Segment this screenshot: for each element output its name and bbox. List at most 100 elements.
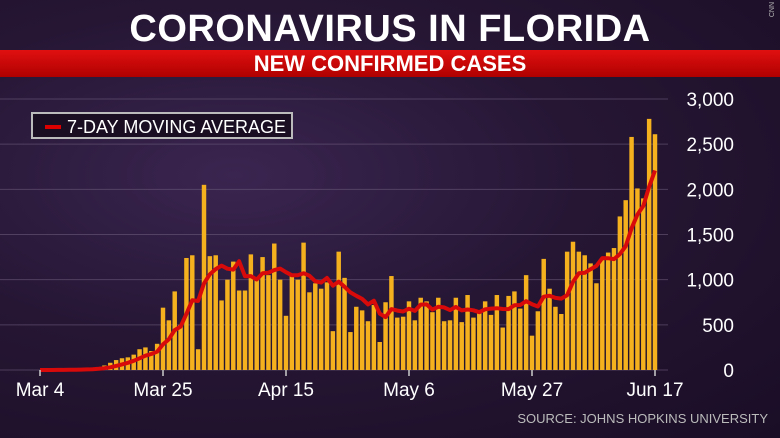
bar (406, 301, 412, 370)
bar (283, 315, 289, 370)
bar (412, 320, 418, 370)
x-axis-ticks: Mar 4 Mar 25 Apr 15 May 6 May 27 Jun 17 (16, 370, 684, 401)
y-tick-label: 3,000 (686, 90, 734, 111)
bar (395, 317, 400, 370)
bar (143, 347, 148, 370)
x-tick-label: May 27 (501, 380, 563, 401)
bar (195, 349, 201, 370)
bar (576, 251, 582, 370)
bar (354, 306, 359, 370)
bar (301, 242, 306, 370)
bars (49, 118, 658, 370)
bar (453, 297, 459, 370)
x-tick-label: May 6 (383, 380, 435, 401)
x-tick-label: Mar 4 (16, 380, 65, 401)
bar (254, 279, 259, 370)
source-credit: SOURCE: JOHNS HOPKINS UNIVERSITY (517, 411, 768, 426)
y-tick-label: 2,000 (686, 180, 734, 201)
bar (348, 332, 353, 370)
legend-label: 7-DAY MOVING AVERAGE (67, 117, 287, 137)
bar (277, 279, 283, 370)
bar (523, 275, 529, 370)
bar (553, 306, 558, 370)
bar (471, 317, 476, 370)
bar (389, 276, 394, 370)
bar (652, 134, 658, 370)
bar (494, 295, 500, 370)
bar (178, 324, 183, 370)
bar (330, 331, 336, 370)
bar (359, 310, 365, 370)
chart-title: CORONAVIRUS IN FLORIDA (129, 8, 651, 50)
bar (594, 283, 599, 370)
legend-line-swatch (45, 125, 61, 129)
bar (242, 290, 248, 370)
bar (477, 311, 482, 370)
bar (225, 279, 230, 370)
bar (459, 322, 464, 370)
bar (512, 291, 517, 370)
moving-average-line (40, 169, 657, 372)
x-tick-label: Apr 15 (258, 380, 314, 401)
y-tick-label: 2,500 (686, 135, 734, 156)
bar (313, 283, 318, 370)
bar (646, 118, 652, 370)
chart-subtitle-banner: NEW CONFIRMED CASES (0, 50, 780, 77)
bar (295, 279, 300, 370)
bar (500, 327, 505, 370)
bar (430, 312, 435, 370)
bar (201, 184, 207, 370)
bar (641, 198, 646, 370)
bar (272, 243, 277, 370)
bar (236, 290, 242, 370)
bar (154, 343, 160, 370)
bar (541, 258, 546, 370)
bar (582, 255, 587, 370)
y-tick-label: 1,500 (686, 226, 734, 247)
bar (629, 136, 634, 370)
y-tick-label: 1,000 (686, 271, 734, 292)
y-axis-ticks: 0 500 1,000 1,500 2,000 2,500 3,000 (686, 90, 734, 382)
bar (518, 308, 523, 370)
bar (605, 252, 611, 370)
bar (324, 282, 330, 370)
bar (207, 256, 213, 370)
bar (441, 321, 447, 370)
x-tick-label: Jun 17 (626, 380, 683, 401)
bar (365, 321, 371, 370)
bar (600, 259, 605, 370)
bar (231, 261, 236, 370)
bar (149, 351, 154, 370)
bar (418, 297, 423, 370)
bar (219, 300, 224, 370)
bar (623, 200, 628, 370)
bar (611, 248, 617, 370)
bar (371, 304, 377, 370)
bar (400, 316, 406, 370)
bar (529, 335, 535, 370)
bar (635, 188, 640, 370)
bar (488, 314, 494, 370)
y-tick-label: 500 (702, 316, 734, 337)
bar (424, 301, 429, 370)
bar (564, 251, 570, 370)
bar (190, 255, 195, 370)
legend: 7-DAY MOVING AVERAGE (31, 112, 293, 139)
bar (260, 257, 265, 370)
bar (307, 292, 312, 370)
bar (377, 341, 382, 370)
bar (570, 241, 576, 370)
bar (213, 255, 218, 370)
x-tick-label: Mar 25 (133, 380, 192, 401)
bar (248, 254, 254, 370)
bar (506, 295, 511, 370)
bar (447, 320, 453, 370)
bar (336, 251, 341, 370)
bar (318, 288, 324, 370)
bar (588, 263, 593, 370)
bar (383, 302, 388, 370)
bar (465, 295, 470, 370)
y-tick-label: 0 (723, 361, 734, 382)
bar (535, 311, 541, 370)
